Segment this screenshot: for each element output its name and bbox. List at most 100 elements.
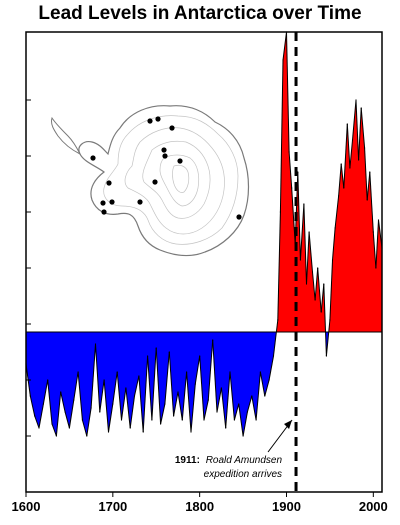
- ice-core-site: [100, 200, 106, 206]
- data-point: [55, 435, 58, 437]
- data-point: [160, 423, 162, 425]
- data-point: [238, 403, 240, 405]
- series-line-segment: [55, 391, 62, 437]
- event-annotation-line-1: 1911: Roald Amundsen: [175, 455, 283, 466]
- ice-core-site: [169, 125, 175, 131]
- data-point: [207, 399, 209, 401]
- event-text-1: Roald Amundsen: [206, 455, 283, 466]
- data-point: [177, 391, 179, 393]
- series-line-segment: [364, 147, 368, 201]
- data-point: [60, 391, 62, 393]
- data-point: [308, 231, 310, 233]
- series-line-segment: [90, 343, 96, 409]
- series-line-segment: [116, 371, 122, 421]
- series-line-segment: [229, 371, 235, 421]
- data-point: [116, 371, 118, 373]
- data-point: [42, 403, 45, 405]
- data-point: [343, 187, 345, 189]
- map-contour-line: [124, 127, 225, 235]
- series-line-segment: [352, 99, 357, 141]
- ice-core-site: [101, 209, 107, 215]
- series-line-segment: [255, 371, 261, 421]
- data-point: [264, 395, 266, 397]
- data-point: [86, 435, 88, 437]
- antarctic-peninsula: [51, 116, 82, 156]
- series-line-segment: [372, 231, 377, 269]
- series-line-segment: [125, 387, 131, 429]
- series-line-segment: [142, 355, 149, 433]
- series-line-segment: [73, 371, 79, 401]
- data-point: [334, 227, 336, 229]
- map-contour-lines: [103, 115, 239, 245]
- series-line-segment: [112, 371, 118, 405]
- series-line-segment: [369, 171, 374, 233]
- series-line-segment: [95, 343, 101, 413]
- data-point: [268, 379, 270, 381]
- series-line-segment: [194, 355, 201, 385]
- data-point: [147, 355, 149, 357]
- data-point: [360, 107, 362, 109]
- series-line-segment: [77, 371, 83, 421]
- series-line-segment: [273, 319, 279, 357]
- series-line-segment: [181, 371, 188, 421]
- data-point: [112, 403, 114, 405]
- data-point: [364, 147, 366, 149]
- data-point: [320, 311, 322, 313]
- series-line-segment: [246, 395, 253, 413]
- map-contour-line: [142, 140, 211, 219]
- data-point: [190, 431, 192, 433]
- ice-core-site: [137, 199, 143, 205]
- plot-frame: [25, 31, 383, 493]
- data-point: [246, 411, 248, 413]
- series-line-segment: [51, 423, 57, 437]
- series-line-segment: [297, 171, 301, 261]
- data-point: [355, 99, 357, 101]
- data-point: [94, 343, 97, 345]
- data-point: [68, 427, 70, 429]
- event-annotation-line-2: expedition arrives: [204, 469, 282, 480]
- ice-core-site: [106, 180, 112, 186]
- below-baseline-area: [26, 332, 382, 436]
- data-point: [351, 139, 354, 141]
- series-line-segment: [216, 387, 222, 413]
- data-point: [323, 283, 325, 285]
- data-point: [377, 219, 380, 221]
- data-point: [199, 355, 201, 357]
- series-line-segment: [332, 227, 336, 261]
- data-point: [34, 415, 36, 417]
- data-point: [90, 407, 92, 409]
- data-point: [220, 387, 222, 389]
- data-point: [303, 203, 305, 205]
- data-point: [331, 259, 334, 261]
- series-line-segment: [323, 283, 327, 357]
- data-point: [168, 351, 170, 353]
- map-ice-core-sites: [90, 116, 242, 220]
- data-point: [340, 163, 342, 165]
- series-line-segment: [277, 211, 281, 321]
- series-line-segment: [334, 195, 340, 229]
- series-line-segment: [34, 415, 40, 429]
- series-line-segment: [282, 31, 287, 61]
- series-line-segment: [268, 355, 274, 381]
- series-line-segment: [108, 403, 114, 433]
- series-line-segment: [38, 403, 44, 429]
- series-line-segment: [233, 403, 240, 421]
- data-point: [291, 187, 293, 189]
- series-line-segment: [299, 203, 305, 261]
- series-line-segment: [203, 399, 209, 421]
- series-line-segment: [349, 139, 353, 169]
- series-line-segment: [190, 383, 196, 433]
- series-line-segment: [343, 123, 348, 189]
- series-line-segment: [308, 231, 313, 273]
- event-year-label: 1911:: [175, 455, 200, 466]
- ice-core-site: [109, 199, 115, 205]
- data-point: [259, 371, 261, 373]
- series-line-segment: [42, 379, 49, 405]
- series-line-segment: [251, 395, 257, 421]
- series-line-segment: [164, 351, 170, 405]
- data-point: [349, 167, 351, 169]
- series-line-segment: [288, 151, 293, 189]
- series-line-segment: [81, 419, 88, 437]
- series-line-segment: [314, 267, 319, 301]
- series-line-segment: [155, 347, 162, 425]
